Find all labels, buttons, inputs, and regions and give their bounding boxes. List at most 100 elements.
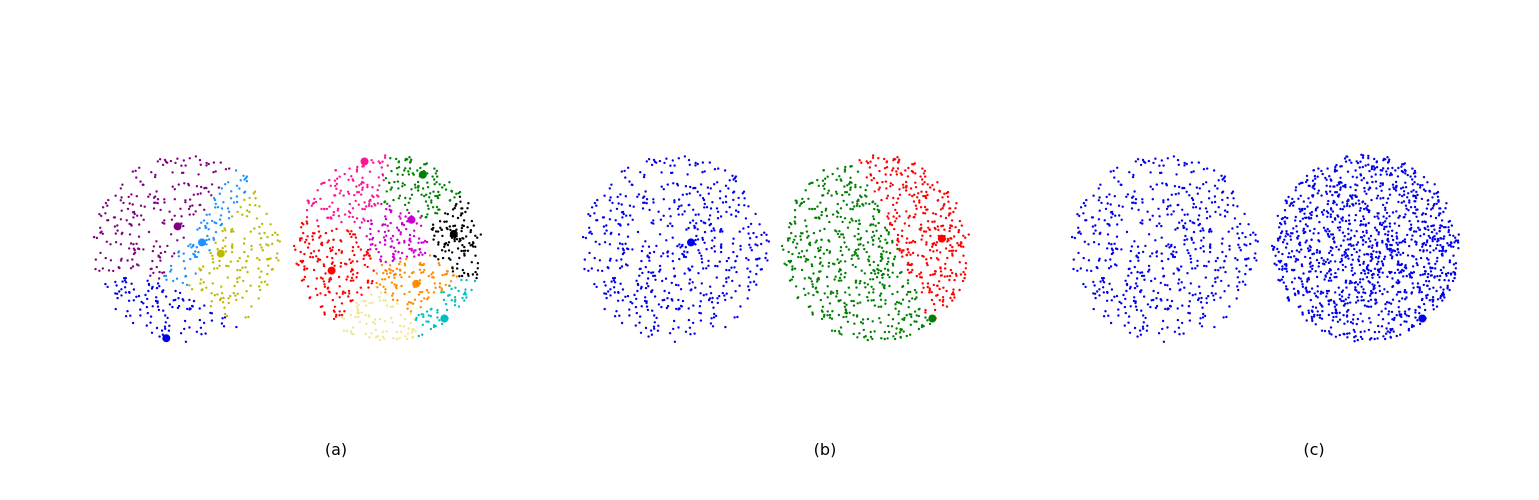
scatter-point — [1355, 322, 1359, 326]
scatter-point — [369, 257, 372, 260]
scatter-point — [1403, 320, 1406, 323]
scatter-point — [1098, 294, 1101, 297]
scatter-point — [794, 222, 797, 225]
scatter-point — [673, 340, 677, 343]
scatter-point — [131, 258, 134, 261]
scatter-point — [1190, 161, 1194, 164]
scatter-point — [1369, 305, 1373, 308]
scatter-point — [805, 230, 809, 233]
scatter-point — [368, 336, 371, 339]
scatter-point — [116, 296, 119, 300]
scatter-point — [326, 286, 330, 289]
scatter-point — [258, 225, 261, 229]
scatter-point — [1302, 293, 1305, 297]
scatter-point — [158, 285, 161, 288]
scatter-point — [433, 282, 436, 285]
scatter-point — [132, 247, 136, 250]
scatter-point — [1378, 250, 1381, 253]
scatter-point — [351, 207, 355, 210]
scatter-point — [101, 232, 105, 235]
scatter-point — [432, 291, 436, 294]
scatter-point — [691, 265, 694, 268]
scatter-point — [679, 288, 683, 291]
scatter-point — [913, 162, 916, 165]
scatter-point — [603, 307, 606, 311]
scatter-point — [1221, 190, 1225, 193]
scatter-point — [1237, 243, 1240, 246]
scatter-point — [1320, 329, 1324, 332]
scatter-point — [1125, 289, 1128, 293]
scatter-point — [154, 299, 158, 303]
scatter-point — [886, 337, 889, 340]
scatter-point — [1177, 163, 1181, 166]
scatter-point — [671, 259, 675, 263]
scatter-point — [731, 242, 735, 245]
scatter-point — [870, 271, 873, 275]
scatter-point — [1411, 234, 1414, 237]
scatter-point — [670, 298, 673, 301]
scatter-point — [132, 243, 135, 246]
scatter-point — [1134, 160, 1138, 163]
scatter-point — [183, 319, 187, 323]
scatter-point — [1176, 267, 1179, 270]
scatter-point — [159, 259, 162, 262]
scatter-point — [412, 173, 415, 176]
scatter-point — [910, 241, 913, 244]
scatter-point — [881, 257, 884, 260]
scatter-point — [163, 198, 166, 201]
scatter-point — [1092, 241, 1096, 244]
scatter-point — [245, 260, 248, 263]
scatter-point — [687, 226, 690, 230]
scatter-point — [1298, 182, 1301, 186]
scatter-point — [1433, 192, 1436, 195]
scatter-point — [911, 251, 915, 255]
scatter-point — [852, 304, 856, 307]
scatter-point — [605, 224, 608, 227]
scatter-point — [428, 254, 432, 257]
scatter-point — [1391, 298, 1395, 301]
scatter-point — [455, 202, 458, 206]
scatter-point — [752, 280, 756, 283]
scatter-point — [1324, 274, 1327, 277]
scatter-point — [1385, 225, 1388, 228]
scatter-point — [664, 277, 668, 280]
scatter-point — [464, 293, 468, 296]
scatter-point — [470, 219, 474, 223]
scatter-point — [451, 270, 455, 273]
scatter-point — [1285, 267, 1288, 270]
scatter-point — [1421, 245, 1424, 248]
scatter-point — [352, 233, 355, 236]
scatter-point — [1306, 178, 1309, 182]
scatter-point — [203, 304, 206, 307]
scatter-point — [888, 251, 892, 255]
scatter-point — [587, 269, 590, 272]
scatter-point — [350, 230, 353, 233]
scatter-point — [1386, 238, 1390, 241]
scatter-point — [1436, 195, 1440, 198]
scatter-point — [1346, 332, 1349, 335]
scatter-point — [1344, 281, 1348, 284]
scatter-point — [466, 249, 470, 252]
scatter-point — [1078, 214, 1081, 218]
scatter-point — [1413, 205, 1417, 209]
scatter-point — [1360, 285, 1363, 288]
scatter-point — [1343, 205, 1346, 208]
scatter-point — [872, 291, 875, 294]
scatter-point — [1376, 273, 1380, 276]
scatter-point — [871, 200, 875, 203]
scatter-point — [351, 260, 354, 263]
scatter-point — [1402, 200, 1406, 203]
scatter-point — [427, 314, 430, 317]
centroid-marker — [216, 249, 225, 258]
scatter-point — [1405, 274, 1409, 278]
scatter-point — [245, 180, 249, 183]
scatter-point — [360, 311, 363, 314]
scatter-point — [850, 217, 853, 220]
scatter-point — [1408, 201, 1411, 204]
scatter-point — [865, 160, 868, 163]
scatter-point — [367, 286, 370, 289]
scatter-point — [1316, 192, 1320, 195]
scatter-point — [851, 219, 854, 222]
scatter-point — [1125, 195, 1128, 198]
scatter-point — [948, 274, 952, 278]
